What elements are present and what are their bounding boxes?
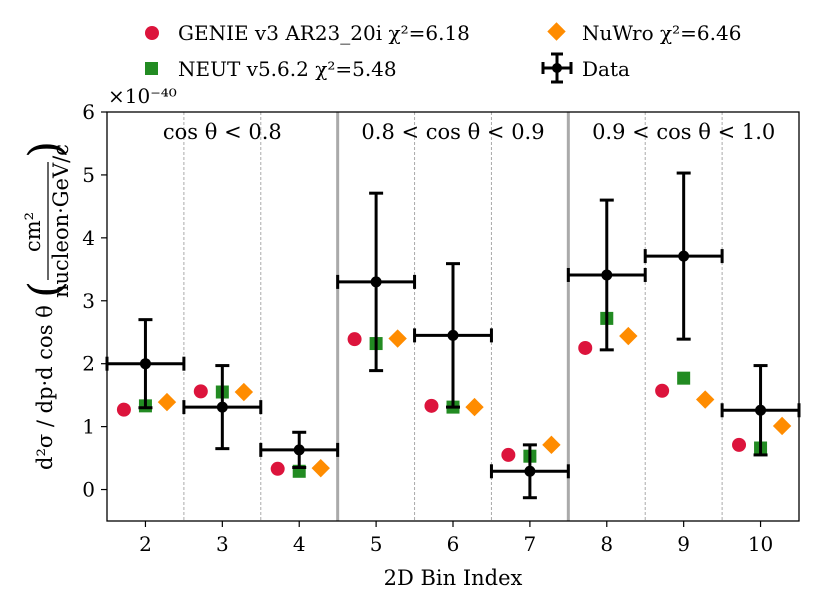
nuwro-point-6	[465, 397, 484, 417]
data-point-2	[139, 358, 151, 370]
legend-genie-label: GENIE v3 AR23_20i χ²=6.18	[178, 21, 470, 45]
data-point-4	[293, 444, 305, 456]
genie-point-8	[578, 340, 593, 355]
nuwro-point-9	[696, 390, 715, 409]
legend-genie-marker	[145, 26, 159, 40]
legend-data-label: Data	[582, 57, 630, 81]
y-axis-unit-numerator: cm²	[21, 212, 45, 252]
y-axis-unit-denominator: nucleon·GeV/c	[49, 144, 73, 298]
y-tick-label-1: 1	[82, 415, 95, 439]
genie-point-5	[347, 332, 362, 347]
legend-neut-label: NEUT v5.6.2 χ²=5.48	[178, 57, 397, 81]
legend-data-marker	[552, 63, 562, 73]
x-tick-label-8: 8	[600, 532, 613, 556]
nuwro-point-10	[772, 416, 792, 436]
y-axis-label-main: d²σ / dp·d cos θ	[33, 305, 57, 470]
genie-point-6	[424, 398, 439, 413]
nuwro-point-8	[619, 326, 638, 346]
y-tick-label-2: 2	[82, 352, 95, 376]
y-tick-label-4: 4	[82, 226, 95, 250]
y-axis-paren-left: (	[20, 281, 71, 298]
region-label-2: 0.9 < cos θ < 1.0	[592, 120, 775, 144]
data-point-8	[601, 269, 613, 281]
y-tick-label-0: 0	[82, 478, 95, 502]
x-tick-label-2: 2	[139, 532, 152, 556]
data-point-6	[447, 329, 459, 341]
y-axis-paren-right: )	[20, 141, 71, 158]
legend-nuwro-label: NuWro χ²=6.46	[582, 21, 741, 45]
x-tick-label-6: 6	[447, 532, 460, 556]
neut-point-9	[677, 371, 691, 385]
y-axis-label: d²σ / dp·d cos θ ( cm² nucleon·GeV/c )	[20, 141, 73, 470]
x-tick-label-4: 4	[293, 532, 306, 556]
genie-point-9	[655, 383, 670, 398]
nuwro-point-5	[388, 329, 407, 348]
x-tick-label-9: 9	[677, 532, 690, 556]
nuwro-point-2	[157, 392, 177, 412]
legend-entry-data: Data	[541, 52, 630, 84]
y-tick-label-6: 6	[82, 100, 95, 124]
genie-point-7	[501, 447, 516, 462]
region-label-1: 0.8 < cos θ < 0.9	[361, 120, 544, 144]
region-label-0: cos θ < 0.8	[163, 120, 282, 144]
x-tick-label-5: 5	[370, 532, 383, 556]
data-point-5	[370, 276, 382, 288]
x-tick-label-3: 3	[216, 532, 229, 556]
legend-entry-nuwro: NuWro χ²=6.46	[547, 21, 741, 45]
legend-entry-genie: GENIE v3 AR23_20i χ²=6.18	[145, 21, 470, 45]
y-scale-label: ×10⁻⁴⁰	[108, 84, 177, 108]
data-point-10	[755, 404, 767, 416]
x-tick-label-7: 7	[524, 532, 537, 556]
data-point-9	[678, 250, 690, 262]
nuwro-point-7	[542, 435, 561, 455]
legend: GENIE v3 AR23_20i χ²=6.18 NuWro χ²=6.46 …	[145, 21, 741, 84]
legend-entry-neut: NEUT v5.6.2 χ²=5.48	[145, 57, 397, 81]
y-tick-label-3: 3	[82, 289, 95, 313]
x-axis-label: 2D Bin Index	[384, 566, 523, 590]
genie-point-4	[270, 461, 285, 476]
legend-nuwro-marker	[547, 22, 566, 41]
y-tick-label-5: 5	[82, 163, 95, 187]
legend-neut-marker	[145, 62, 158, 75]
plot-area: cos θ < 0.8 0.8 < cos θ < 0.9 0.9 < cos θ …	[82, 100, 801, 556]
genie-point-2	[116, 402, 131, 417]
genie-point-3	[193, 384, 208, 399]
nuwro-point-3	[234, 382, 254, 402]
x-tick-label-10: 10	[748, 532, 773, 556]
nuwro-point-4	[311, 458, 330, 478]
data-point-3	[216, 401, 228, 413]
genie-point-10	[732, 437, 747, 452]
data-point-7	[524, 465, 536, 477]
